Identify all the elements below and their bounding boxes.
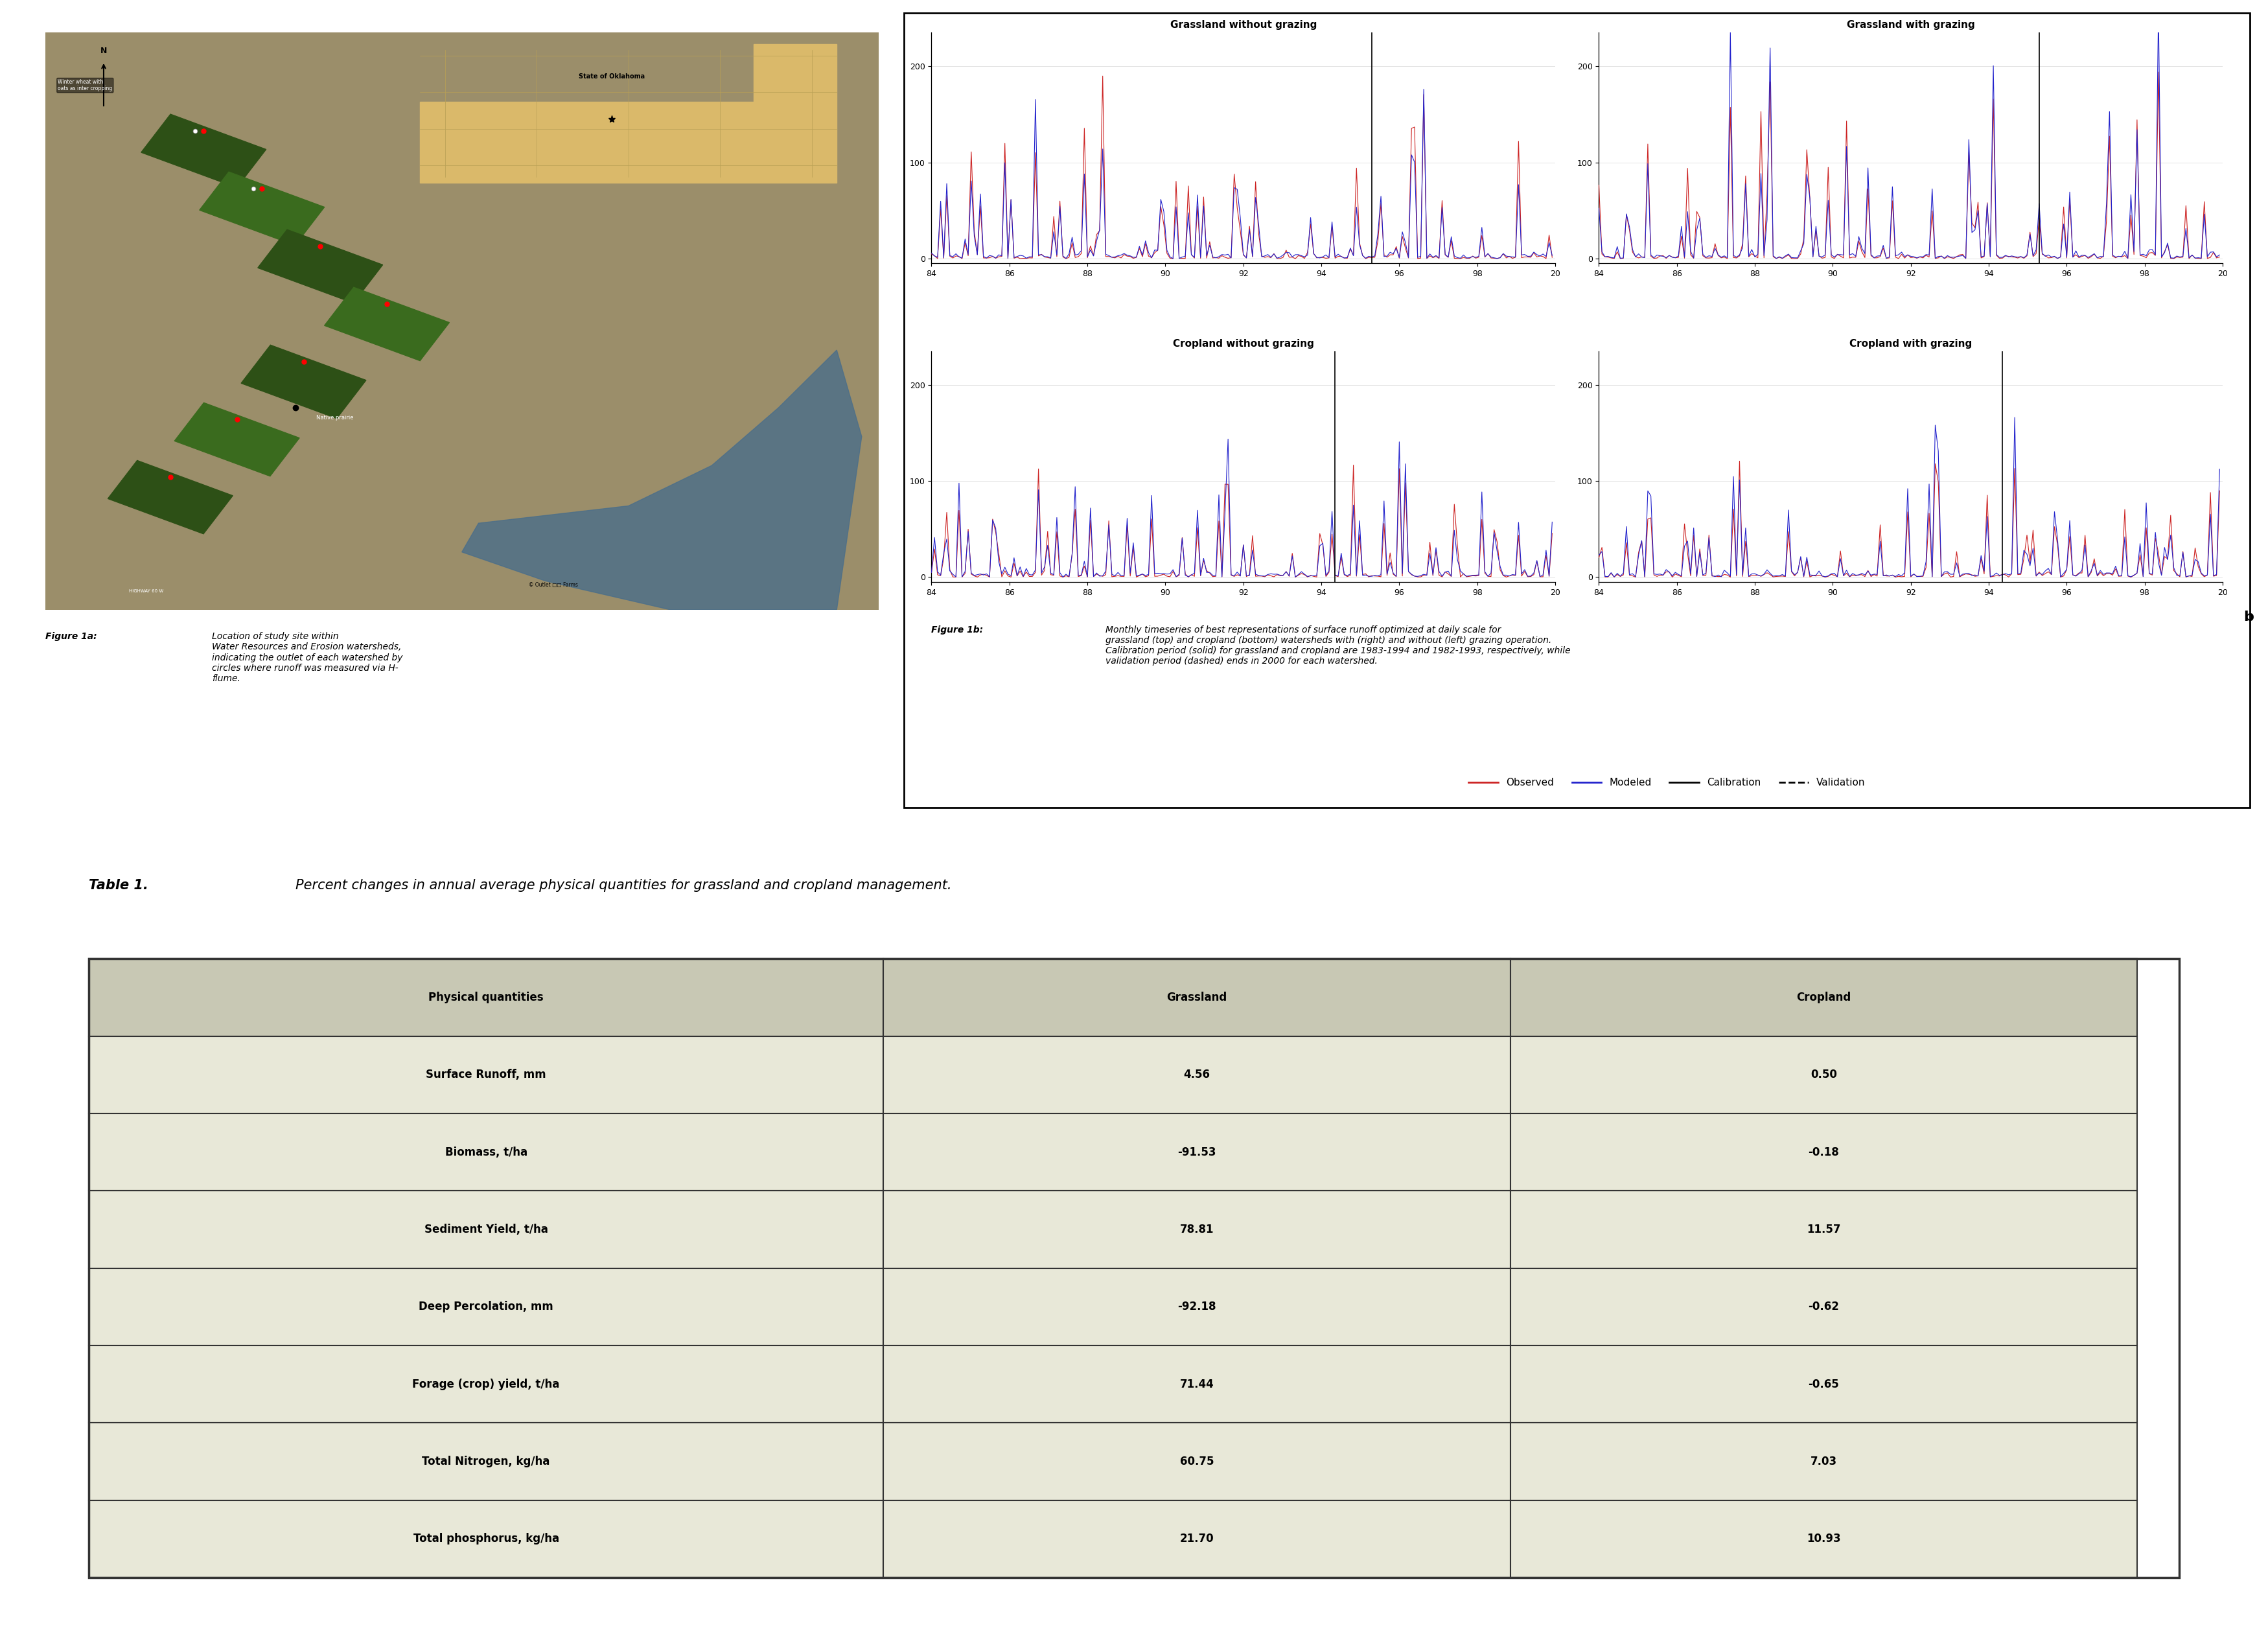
Bar: [1510, 1345, 2136, 1423]
Text: Total Nitrogen, kg/ha: Total Nitrogen, kg/ha: [422, 1456, 551, 1467]
Bar: [88, 1423, 882, 1500]
Bar: [175, 403, 299, 477]
Text: Winter wheat with
oats as inter cropping: Winter wheat with oats as inter cropping: [59, 78, 113, 91]
Text: Sediment Yield, t/ha: Sediment Yield, t/ha: [424, 1224, 549, 1235]
Legend: Observed, Modeled, Calibration, Validation: Observed, Modeled, Calibration, Validati…: [1465, 774, 1869, 792]
Text: Figure 1a:: Figure 1a:: [45, 632, 100, 641]
Text: Total phosphorus, kg/ha: Total phosphorus, kg/ha: [413, 1532, 558, 1546]
Text: Forage (crop) yield, t/ha: Forage (crop) yield, t/ha: [413, 1379, 560, 1390]
Text: Surface Runoff, mm: Surface Runoff, mm: [426, 1069, 547, 1080]
Text: -0.65: -0.65: [1808, 1379, 1839, 1390]
Text: -92.18: -92.18: [1177, 1301, 1216, 1312]
Text: State of Oklahoma: State of Oklahoma: [578, 73, 644, 80]
Bar: [882, 1113, 1510, 1191]
Polygon shape: [420, 44, 837, 183]
Bar: [141, 114, 265, 188]
Text: 4.56: 4.56: [1184, 1069, 1211, 1080]
Text: Table 1.: Table 1.: [88, 878, 152, 891]
Bar: [1510, 1268, 2136, 1345]
Text: 7.03: 7.03: [1810, 1456, 1837, 1467]
Bar: [88, 960, 2180, 1578]
Text: 21.70: 21.70: [1179, 1532, 1213, 1546]
Text: 78.81: 78.81: [1179, 1224, 1213, 1235]
Bar: [88, 1268, 882, 1345]
Text: b: b: [2243, 610, 2254, 623]
Text: -91.53: -91.53: [1177, 1146, 1216, 1159]
Bar: [88, 960, 882, 1036]
Bar: [1510, 1191, 2136, 1268]
Bar: [1510, 960, 2136, 1036]
Text: Grassland: Grassland: [1166, 992, 1227, 1004]
Bar: [882, 1268, 1510, 1345]
Bar: [109, 460, 234, 534]
Bar: [1510, 1113, 2136, 1191]
Bar: [882, 1423, 1510, 1500]
Text: Native prairie: Native prairie: [315, 415, 354, 421]
Bar: [259, 230, 383, 304]
Text: N: N: [100, 46, 107, 55]
Bar: [324, 287, 449, 361]
Text: -0.18: -0.18: [1808, 1146, 1839, 1159]
Bar: [882, 1345, 1510, 1423]
Bar: [882, 1036, 1510, 1113]
Bar: [88, 1036, 882, 1113]
Text: 60.75: 60.75: [1179, 1456, 1213, 1467]
Text: © Outlet □□ Farms: © Outlet □□ Farms: [528, 583, 578, 588]
Title: Cropland without grazing: Cropland without grazing: [1173, 339, 1313, 349]
Text: 10.93: 10.93: [1808, 1532, 1842, 1546]
Text: 0.50: 0.50: [1810, 1069, 1837, 1080]
Text: 71.44: 71.44: [1179, 1379, 1213, 1390]
Bar: [882, 1500, 1510, 1578]
Text: Percent changes in annual average physical quantities for grassland and cropland: Percent changes in annual average physic…: [295, 878, 953, 891]
Bar: [1510, 1423, 2136, 1500]
Text: Monthly timeseries of best representations of surface runoff optimized at daily : Monthly timeseries of best representatio…: [1107, 625, 1572, 666]
Text: Location of study site within
Water Resources and Erosion watersheds,
indicating: Location of study site within Water Reso…: [211, 632, 404, 684]
Bar: [88, 1345, 882, 1423]
Title: Cropland with grazing: Cropland with grazing: [1848, 339, 1973, 349]
Title: Grassland without grazing: Grassland without grazing: [1170, 20, 1318, 29]
Text: Cropland: Cropland: [1796, 992, 1851, 1004]
Bar: [88, 1500, 882, 1578]
Text: HIGHWAY 60 W: HIGHWAY 60 W: [129, 589, 163, 592]
Bar: [88, 1191, 882, 1268]
Polygon shape: [463, 349, 862, 610]
Bar: [1510, 1036, 2136, 1113]
Text: Figure 1b:: Figure 1b:: [932, 625, 987, 635]
Bar: [882, 1191, 1510, 1268]
Bar: [200, 171, 324, 245]
Bar: [882, 960, 1510, 1036]
Text: 11.57: 11.57: [1808, 1224, 1842, 1235]
Text: Deep Percolation, mm: Deep Percolation, mm: [420, 1301, 553, 1312]
Bar: [88, 1113, 882, 1191]
Title: Grassland with grazing: Grassland with grazing: [1846, 20, 1975, 29]
Bar: [240, 344, 365, 418]
Text: Physical quantities: Physical quantities: [429, 992, 544, 1004]
Text: Biomass, t/ha: Biomass, t/ha: [445, 1146, 526, 1159]
Bar: [1510, 1500, 2136, 1578]
Text: -0.62: -0.62: [1808, 1301, 1839, 1312]
